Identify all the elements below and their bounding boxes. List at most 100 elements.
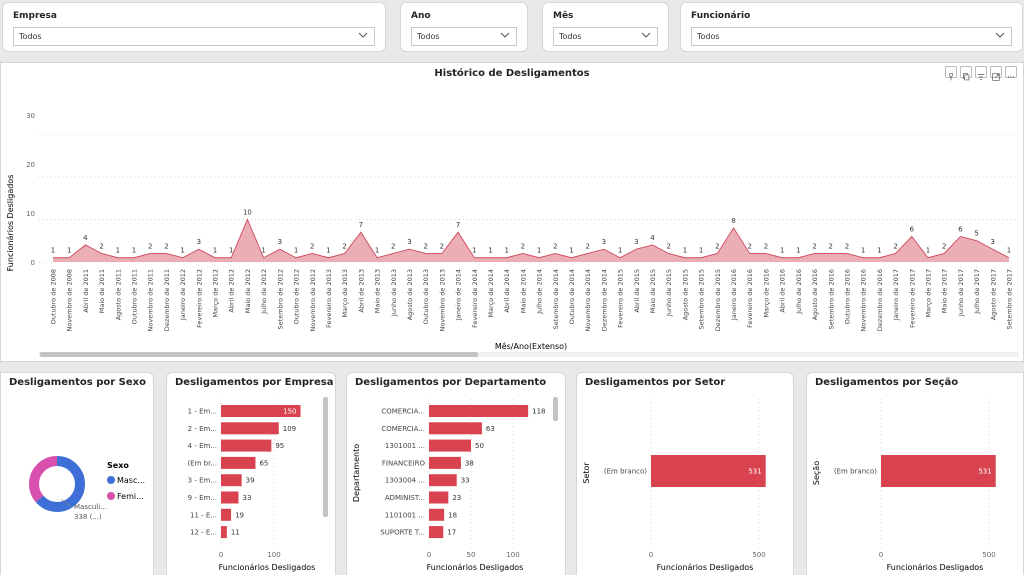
data-label: 2 xyxy=(521,242,525,250)
x-tick-label: Agosto de 2011 xyxy=(114,269,122,320)
data-label: 1 xyxy=(261,247,265,255)
x-tick-label: 100 xyxy=(506,551,519,559)
chevron-down-icon xyxy=(500,32,510,38)
data-label: 33 xyxy=(242,494,251,502)
x-tick-label: 0 xyxy=(427,551,431,559)
bar[interactable] xyxy=(429,526,444,539)
data-label: 2 xyxy=(440,242,444,250)
x-axis-title: Funcionários Desligados xyxy=(219,563,316,572)
data-label: 2 xyxy=(748,242,752,250)
pin-icon[interactable] xyxy=(945,66,957,81)
gridlines xyxy=(220,399,275,549)
bar[interactable] xyxy=(221,456,256,469)
data-label: 1 xyxy=(213,247,217,255)
x-tick-label: Junho de 2015 xyxy=(665,269,673,317)
donut-title: Desligamentos por Sexo xyxy=(9,377,146,388)
x-tick-label: Julho de 2012 xyxy=(260,269,268,315)
bar[interactable] xyxy=(429,474,457,487)
chevron-down-icon xyxy=(358,32,368,38)
data-label: 2 xyxy=(715,242,719,250)
bar[interactable] xyxy=(221,474,242,487)
x-tick-label: Maio de 2014 xyxy=(519,269,527,313)
slicer-funcionario: Funcionário Todos xyxy=(680,2,1023,52)
data-label: 95 xyxy=(275,442,284,450)
bar[interactable] xyxy=(221,439,272,452)
empresa-dropdown[interactable]: Todos xyxy=(13,27,375,46)
x-axis-title: Mês/Ano(Extenso) xyxy=(495,341,567,351)
horizontal-scrollbar-thumb[interactable] xyxy=(40,352,478,357)
x-tick-label: Julho de 2014 xyxy=(536,269,544,315)
category-label: COMERCIA... xyxy=(381,425,425,433)
vertical-scrollbar-thumb[interactable] xyxy=(323,397,328,517)
category-label: 1303004 ... xyxy=(385,477,425,485)
x-tick-label: Novembro de 2016 xyxy=(860,269,868,331)
x-axis-title: Funcionários Desligados xyxy=(427,563,524,572)
data-label: 6 xyxy=(958,225,963,233)
funcionario-dropdown[interactable]: Todos xyxy=(691,27,1012,46)
category-label: SUPORTE T... xyxy=(380,529,425,537)
vertical-scrollbar-thumb[interactable] xyxy=(553,397,558,421)
ano-dropdown[interactable]: Todos xyxy=(411,27,517,46)
data-label: 65 xyxy=(259,459,268,467)
data-label: 1 xyxy=(569,247,573,255)
data-label: 7 xyxy=(456,221,460,229)
horizontal-scrollbar-track[interactable] xyxy=(39,352,1019,357)
bar[interactable] xyxy=(221,405,301,417)
slicer-title: Empresa xyxy=(13,11,57,21)
bar[interactable] xyxy=(881,455,996,487)
data-label: 1 xyxy=(326,247,330,255)
dropdown-value: Todos xyxy=(417,32,440,41)
bar[interactable] xyxy=(221,526,227,539)
data-label: 1 xyxy=(504,247,508,255)
category-label: 1 - Em... xyxy=(188,408,217,416)
bar[interactable] xyxy=(651,455,766,487)
category-label: (Em branco) xyxy=(834,468,877,476)
mes-dropdown[interactable]: Todos xyxy=(553,27,658,46)
category-label: FINANCEIRO xyxy=(382,459,426,467)
x-tick-label: Setembro de 2017 xyxy=(1006,269,1014,329)
x-tick-label: Março de 2012 xyxy=(212,269,220,317)
x-tick-label: Abril de 2015 xyxy=(633,269,641,313)
slicer-ano: Ano Todos xyxy=(400,2,528,52)
bar[interactable] xyxy=(429,439,471,452)
y-axis-title: Setor xyxy=(582,462,591,484)
data-label: 3 xyxy=(407,238,411,246)
x-tick-label: Maio de 2012 xyxy=(244,269,252,313)
bar[interactable] xyxy=(429,508,445,521)
filter-icon[interactable] xyxy=(975,66,987,80)
setor-bar-card: Desligamentos por Setor Setor (Em branco… xyxy=(576,372,794,575)
data-label: 50 xyxy=(475,442,484,450)
x-tick-label: Novembro de 2014 xyxy=(584,269,592,331)
bar[interactable] xyxy=(429,405,529,417)
x-tick-label: Dezembro de 2011 xyxy=(163,269,171,331)
x-tick-label: 500 xyxy=(982,551,995,559)
legend-label-masculino[interactable]: Masc... xyxy=(117,476,145,485)
x-tick-label: Agosto de 2015 xyxy=(681,269,689,320)
history-chart-card: Histórico de Desligamentos Funcionários … xyxy=(0,62,1024,362)
bar[interactable] xyxy=(429,422,482,435)
bars: (Em branco) 531 xyxy=(604,455,766,487)
donut-slice-feminino[interactable] xyxy=(29,456,85,512)
legend-label-feminino[interactable]: Femi... xyxy=(117,492,144,501)
bar[interactable] xyxy=(429,491,449,504)
data-label: 2 xyxy=(893,242,897,250)
x-tick-label: Abril de 2012 xyxy=(228,269,236,313)
departamento-bar-card: Desligamentos por Departamento Departame… xyxy=(346,372,566,575)
bar[interactable] xyxy=(221,422,279,435)
copy-icon[interactable] xyxy=(960,66,972,81)
x-tick-label: Agosto de 2017 xyxy=(989,269,997,320)
bar[interactable] xyxy=(221,508,232,521)
more-options-icon[interactable] xyxy=(1005,66,1017,78)
x-tick-label: Novembro de 2008 xyxy=(66,269,74,331)
data-label: 2 xyxy=(310,242,314,250)
focus-mode-icon[interactable] xyxy=(990,66,1002,81)
data-label: 150 xyxy=(283,408,296,416)
setor-bar-chart: Setor (Em branco) 531 0 500 Funcionários … xyxy=(582,399,766,572)
category-label: 2 - Em... xyxy=(188,425,217,433)
data-label: 1 xyxy=(132,247,136,255)
bar[interactable] xyxy=(429,456,461,469)
data-label: 1 xyxy=(472,247,476,255)
bar[interactable] xyxy=(221,491,239,504)
x-tick-label: Março de 2017 xyxy=(924,269,932,317)
data-label: 1 xyxy=(699,247,703,255)
